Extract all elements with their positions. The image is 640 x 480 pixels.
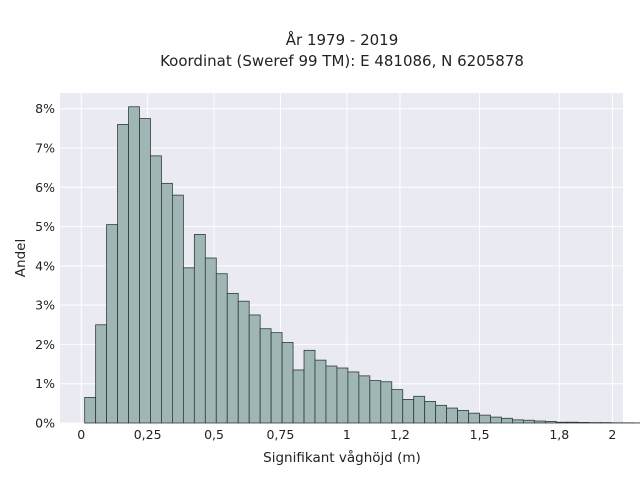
histogram-bar — [303, 349, 316, 424]
histogram-bar — [555, 421, 568, 424]
histogram-bar — [226, 292, 239, 424]
chart-title-line-1: År 1979 - 2019 — [286, 30, 399, 49]
histogram-bar — [325, 365, 338, 424]
histogram-bar — [259, 328, 272, 424]
histogram-bar — [84, 397, 97, 424]
histogram-bar — [106, 224, 118, 424]
histogram-bar — [237, 300, 250, 424]
histogram-bar — [281, 342, 294, 424]
x-tick-label: 2 — [608, 427, 616, 442]
histogram-bar — [566, 421, 579, 424]
x-tick-label: 0,25 — [134, 427, 162, 442]
bars — [84, 106, 640, 424]
x-axis-ticks: 0 0,25 0,5 0,75 1 1,2 1,5 1,8 2 — [77, 427, 616, 442]
x-tick-label: 1 — [343, 427, 351, 442]
histogram-bar — [248, 314, 261, 424]
histogram-bar — [391, 389, 404, 424]
histogram-bar — [577, 422, 590, 424]
y-tick-label: 3% — [35, 298, 55, 313]
y-axis-ticks: 0% 1% 2% 3% 4% 5% 6% 7% 8% — [35, 101, 55, 430]
histogram-bar — [292, 369, 305, 424]
histogram-bar — [347, 371, 360, 424]
histogram-bar — [172, 194, 184, 424]
histogram-bar — [468, 412, 480, 424]
y-tick-label: 1% — [35, 376, 55, 391]
histogram-bar — [369, 380, 382, 424]
histogram-bar — [479, 414, 491, 424]
histogram-bar — [512, 419, 524, 424]
histogram-bar — [457, 410, 469, 424]
histogram-bar — [533, 420, 546, 424]
histogram-bar — [380, 381, 393, 424]
y-tick-label: 6% — [35, 180, 55, 195]
histogram-bar — [128, 106, 140, 424]
y-tick-label: 5% — [35, 219, 55, 234]
histogram-bar — [139, 118, 151, 424]
histogram-bar — [435, 404, 448, 424]
histogram-bar — [193, 234, 206, 424]
histogram-bar — [424, 400, 437, 424]
histogram-bar — [314, 359, 327, 424]
x-tick-label: 0 — [77, 427, 85, 442]
histogram-bar — [358, 375, 371, 424]
x-axis-label: Signifikant våghöjd (m) — [263, 449, 421, 466]
y-tick-label: 8% — [35, 101, 55, 116]
histogram-bar — [402, 399, 415, 424]
x-tick-label: 0,5 — [204, 427, 224, 442]
histogram-bar — [182, 267, 195, 424]
x-tick-label: 1,8 — [549, 427, 569, 442]
histogram-bar — [446, 407, 458, 424]
histogram-bar — [204, 257, 217, 424]
y-tick-label: 2% — [35, 337, 55, 352]
histogram-bar — [95, 324, 108, 424]
histogram-bar — [501, 417, 513, 424]
histogram-bar — [117, 124, 129, 424]
histogram-bar — [413, 395, 426, 424]
y-axis-label: Andel — [13, 239, 29, 277]
histogram-bar — [544, 421, 557, 424]
chart-title-line-2: Koordinat (Sweref 99 TM): E 481086, N 62… — [160, 52, 524, 70]
x-tick-label: 0,75 — [266, 427, 294, 442]
histogram-bar — [150, 155, 162, 424]
y-tick-label: 4% — [35, 258, 55, 273]
histogram-bar — [161, 182, 173, 424]
histogram-bar — [336, 367, 349, 424]
x-tick-label: 1,5 — [470, 427, 490, 442]
histogram-bar — [490, 416, 502, 424]
y-tick-label: 7% — [35, 141, 55, 156]
histogram-bar — [270, 332, 283, 424]
x-tick-label: 1,2 — [390, 427, 410, 442]
histogram-bar — [215, 273, 228, 424]
histogram-bar — [522, 419, 535, 424]
y-tick-label: 0% — [35, 416, 55, 431]
